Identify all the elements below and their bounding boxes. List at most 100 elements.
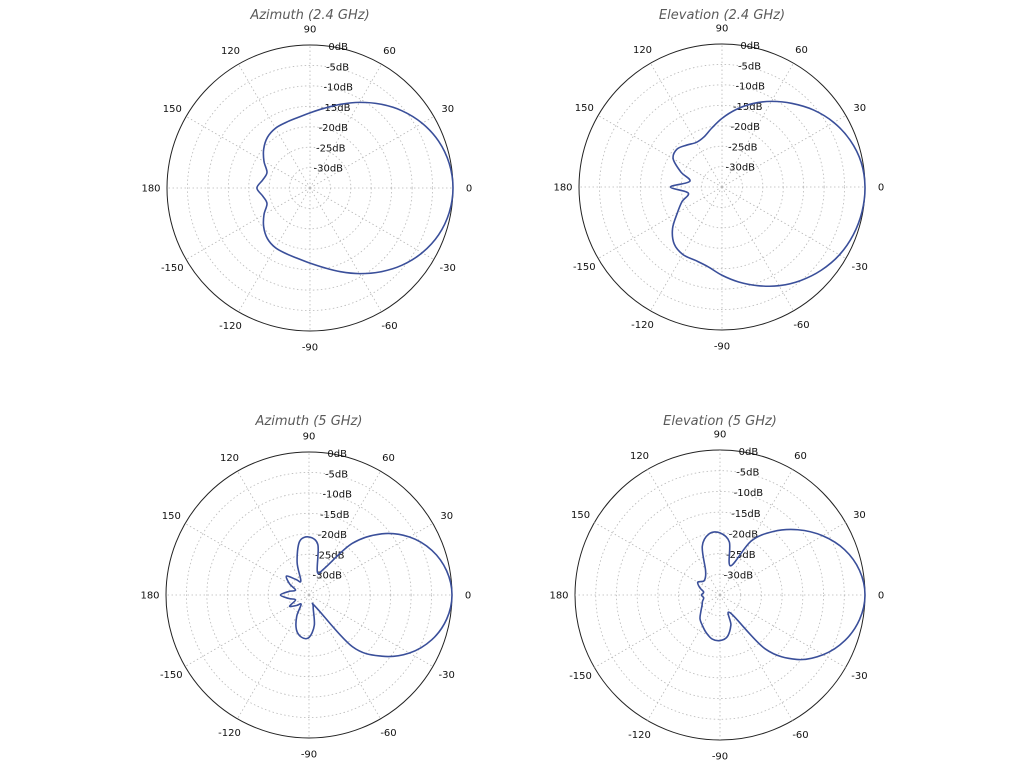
angle-tick-label: -90	[712, 752, 728, 763]
angle-tick-label: 120	[220, 453, 239, 464]
radial-tick-label: 0dB	[328, 42, 348, 53]
angle-tick-label: -30	[440, 263, 456, 274]
radial-tick-label: -15dB	[733, 102, 763, 113]
angle-tick-label: -30	[439, 670, 455, 681]
angle-tick-label: 60	[795, 45, 808, 56]
grid-ring	[619, 84, 825, 290]
pattern-trace	[256, 101, 454, 275]
grid-spoke	[719, 522, 846, 596]
grid-ring	[639, 104, 805, 270]
radial-tick-label: -10dB	[734, 488, 764, 499]
grid-ring	[636, 511, 804, 679]
radial-tick-label: -30dB	[724, 570, 754, 581]
pattern-trace	[279, 532, 453, 658]
grid-ring	[206, 492, 412, 698]
grid-spoke	[647, 469, 721, 596]
radial-tick-label: -5dB	[326, 62, 349, 73]
radial-tick-label: 0dB	[327, 449, 347, 460]
radial-tick-label: -25dB	[315, 550, 345, 561]
angle-tick-label: 0	[465, 591, 471, 602]
angle-tick-label: 120	[633, 45, 652, 56]
radial-tick-label: -5dB	[325, 469, 348, 480]
angle-tick-label: 150	[571, 510, 590, 521]
polar-chart-4: Elevation (5 GHz) 0 30 60 90 120 150 180 -150 -12…	[549, 414, 884, 763]
radial-tick-label: -25dB	[726, 550, 756, 561]
angle-tick-label: 60	[383, 46, 396, 57]
radial-tick-label: -10dB	[735, 82, 765, 93]
angle-tick-label: 30	[853, 510, 866, 521]
angle-tick-label: 120	[630, 451, 649, 462]
radial-tick-label: -5dB	[736, 468, 759, 479]
grid-ring	[207, 85, 413, 291]
radial-tick-label: -30dB	[312, 571, 342, 582]
radial-tick-label: -25dB	[728, 142, 758, 153]
radial-tick-label: -20dB	[318, 123, 348, 134]
grid-spoke	[719, 594, 793, 721]
angle-tick-label: -90	[714, 342, 730, 353]
polar-chart-1: Azimuth (2.4 GHz) 0 30 60 90 120 150 180 -150 -12…	[141, 8, 472, 354]
grid-ring	[599, 64, 845, 310]
grid-ring	[226, 512, 392, 678]
angle-tick-label: 150	[163, 104, 182, 115]
angle-tick-label: 180	[140, 591, 159, 602]
angle-tick-label: 90	[303, 432, 316, 443]
radial-tick-label: -30dB	[725, 163, 755, 174]
angle-tick-label: 0	[878, 183, 884, 194]
angle-tick-label: -150	[160, 670, 183, 681]
grid-spoke	[594, 594, 721, 668]
angle-tick-label: 180	[549, 591, 568, 602]
radial-tick-label: -10dB	[322, 490, 352, 501]
grid-ring	[616, 491, 824, 699]
angle-tick-label: 180	[141, 184, 160, 195]
chart-title: Elevation (2.4 GHz)	[659, 8, 785, 23]
angle-tick-label: 30	[441, 104, 454, 115]
chart-title: Azimuth (5 GHz)	[255, 414, 363, 429]
angle-tick-label: -120	[218, 728, 241, 739]
angle-tick-label: 150	[575, 103, 594, 114]
angle-tick-label: -30	[852, 262, 868, 273]
angle-tick-label: 120	[221, 46, 240, 57]
pattern-trace	[669, 100, 866, 288]
angle-tick-label: -120	[219, 321, 242, 332]
radial-tick-label: -25dB	[316, 143, 346, 154]
grid-spoke	[719, 469, 793, 596]
angle-tick-label: 30	[853, 103, 866, 114]
polar-chart-2: Elevation (2.4 GHz) 0 30 60 90 120 150 180 -150 -…	[553, 8, 884, 353]
angle-tick-label: 0	[878, 591, 884, 602]
chart-title: Azimuth (2.4 GHz)	[249, 8, 369, 23]
angle-tick-label: -150	[573, 262, 596, 273]
angle-tick-label: -90	[302, 343, 318, 354]
radial-tick-label: 0dB	[739, 447, 759, 458]
radial-tick-label: -20dB	[317, 530, 347, 541]
grid-ring	[187, 65, 433, 311]
angle-tick-label: -30	[851, 671, 867, 682]
angle-tick-label: 60	[382, 453, 395, 464]
grid-spoke	[719, 594, 846, 668]
polar-chart-3: Azimuth (5 GHz) 0 30 60 90 120 150 180 -150 -120 -…	[140, 414, 471, 761]
radial-tick-label: -15dB	[731, 509, 761, 520]
radial-tick-label: -20dB	[729, 529, 759, 540]
angle-tick-label: -120	[631, 320, 654, 331]
angle-tick-label: 30	[440, 511, 453, 522]
angle-tick-label: -60	[792, 730, 808, 741]
angle-tick-label: -150	[161, 263, 184, 274]
angle-tick-label: 60	[794, 451, 807, 462]
angle-tick-label: 150	[162, 511, 181, 522]
radial-tick-label: -10dB	[323, 83, 353, 94]
grid-spoke	[594, 522, 721, 596]
grid-ring	[227, 105, 393, 271]
angle-tick-label: -60	[380, 728, 396, 739]
radial-tick-label: 0dB	[740, 41, 760, 52]
radial-tick-label: -5dB	[738, 61, 761, 72]
grid-ring	[186, 472, 432, 718]
angle-tick-label: -120	[628, 730, 651, 741]
chart-title: Elevation (5 GHz)	[663, 414, 777, 429]
radial-tick-label: -15dB	[320, 510, 350, 521]
angle-tick-label: 90	[304, 25, 317, 36]
pattern-trace	[696, 528, 866, 661]
angle-tick-label: -90	[301, 750, 317, 761]
radial-tick-label: -30dB	[313, 164, 343, 175]
radial-tick-label: -20dB	[730, 122, 760, 133]
angle-tick-label: 90	[716, 24, 729, 35]
